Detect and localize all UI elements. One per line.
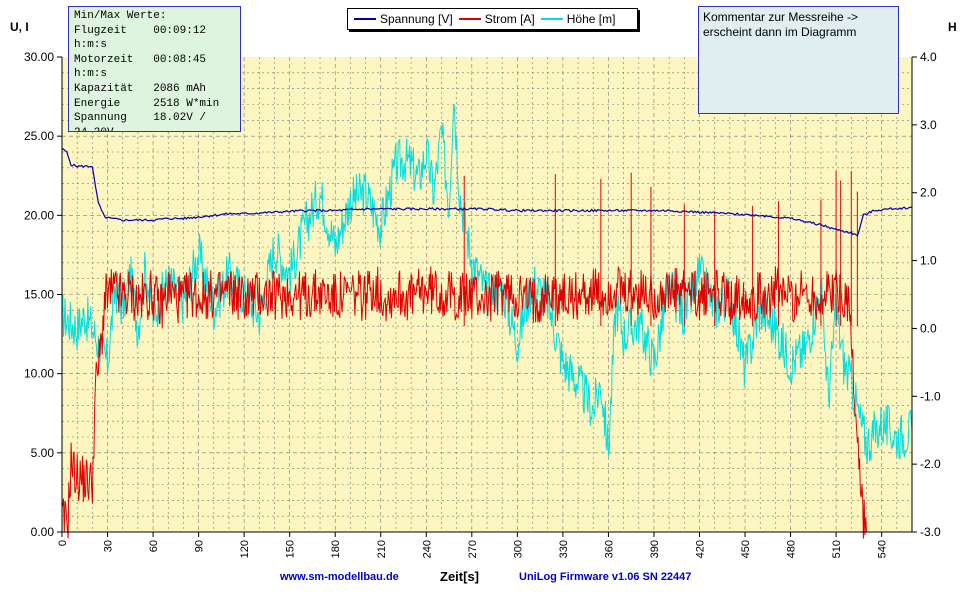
x-axis-title: Zeit[s] bbox=[440, 569, 479, 584]
x-tick-label: 510 bbox=[831, 540, 843, 558]
comment-line-1: Kommentar zur Messreihe -> bbox=[703, 10, 859, 24]
legend-swatch-hoehe bbox=[540, 18, 563, 20]
minmax-box: Min/Max Werte: Flugzeit 00:09:12 h:m:s M… bbox=[68, 6, 241, 132]
y-right-tick-label: 1.0 bbox=[920, 254, 937, 268]
x-tick-label: 360 bbox=[603, 540, 615, 558]
y-right-tick-label: 4.0 bbox=[920, 50, 937, 64]
x-tick-label: 90 bbox=[194, 540, 206, 552]
comment-line-2: erscheint dann im Diagramm bbox=[703, 25, 857, 39]
legend-item-strom: Strom [A] bbox=[458, 12, 535, 26]
x-tick-label: 540 bbox=[877, 540, 889, 558]
legend-swatch-spannung bbox=[354, 18, 376, 20]
x-tick-label: 60 bbox=[148, 540, 160, 552]
legend-swatch-strom bbox=[458, 18, 481, 20]
x-tick-label: 180 bbox=[330, 540, 342, 558]
y-right-tick-label: -1.0 bbox=[920, 389, 941, 403]
y-left-tick-label: 25.00 bbox=[24, 129, 54, 143]
comment-box: Kommentar zur Messreihe -> erscheint dan… bbox=[698, 6, 899, 114]
y-left-tick-label: 10.00 bbox=[24, 367, 54, 381]
x-tick-label: 420 bbox=[695, 540, 707, 558]
footer-firmware: UniLog Firmware v1.06 SN 22447 bbox=[519, 571, 692, 583]
legend-label-spannung: Spannung [V] bbox=[380, 12, 453, 26]
y-left-tick-label: 0.00 bbox=[31, 525, 55, 539]
y-left-tick-label: 30.00 bbox=[24, 50, 54, 64]
legend-item-hoehe: Höhe [m] bbox=[540, 12, 616, 26]
series-layer bbox=[61, 103, 913, 539]
y-left-tick-label: 15.00 bbox=[24, 288, 54, 302]
x-tick-label: 480 bbox=[786, 540, 798, 558]
series-line-spannung bbox=[62, 148, 913, 238]
legend: Spannung [V] Strom [A] Höhe [m] bbox=[347, 8, 638, 30]
y-left-tick-label: 20.00 bbox=[24, 208, 54, 222]
y-right-tick-label: 2.0 bbox=[920, 186, 937, 200]
footer-website: www.sm-modellbau.de bbox=[280, 571, 399, 583]
legend-label-hoehe: Höhe [m] bbox=[566, 12, 616, 26]
x-tick-label: 210 bbox=[376, 540, 388, 558]
x-tick-label: 390 bbox=[649, 540, 661, 558]
axes: 0 30 60 90 120 150 180 210 240 270 300 330 360 390 420… bbox=[24, 50, 941, 558]
y-left-tick-label: 5.00 bbox=[31, 446, 55, 460]
x-tick-label: 30 bbox=[103, 540, 115, 552]
x-tick-label: 120 bbox=[239, 540, 251, 558]
y-right-tick-label: 0.0 bbox=[920, 321, 937, 335]
x-tick-label: 300 bbox=[512, 540, 524, 558]
y-right-tick-label: 3.0 bbox=[920, 118, 937, 132]
x-tick-label: 270 bbox=[467, 540, 479, 558]
x-tick-label: 450 bbox=[740, 540, 752, 558]
legend-label-strom: Strom [A] bbox=[484, 12, 535, 26]
x-tick-label: 0 bbox=[57, 540, 69, 546]
y-right-tick-label: -2.0 bbox=[920, 457, 941, 471]
y-axis-left-title: U, I bbox=[10, 20, 29, 34]
legend-item-spannung: Spannung [V] bbox=[354, 12, 453, 26]
x-tick-label: 150 bbox=[285, 540, 297, 558]
y-right-tick-label: -3.0 bbox=[920, 525, 941, 539]
x-tick-label: 330 bbox=[558, 540, 570, 558]
y-axis-right-title: H bbox=[948, 20, 957, 34]
x-tick-label: 240 bbox=[421, 540, 433, 558]
